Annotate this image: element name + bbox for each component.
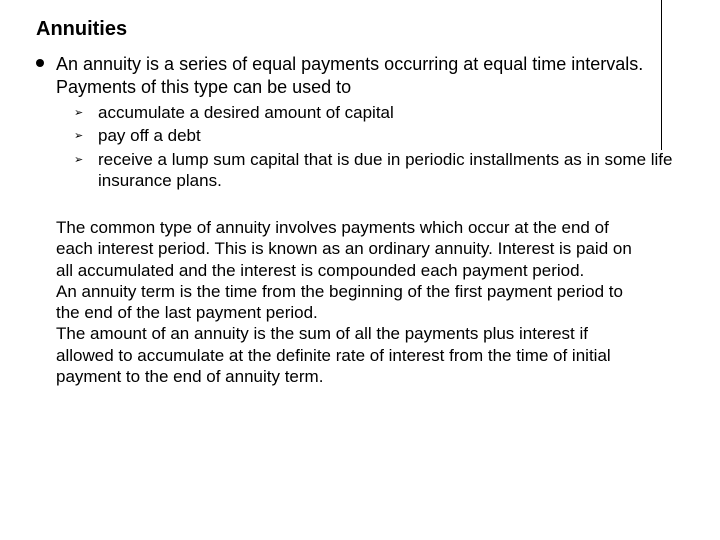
bullet-icon	[36, 59, 44, 67]
sub-item-2: ➢ pay off a debt	[74, 125, 684, 146]
chevron-icon: ➢	[74, 129, 84, 142]
intro-item: An annuity is a series of equal payments…	[36, 53, 684, 98]
paragraph-2: An annuity term is the time from the beg…	[56, 281, 634, 324]
chevron-icon: ➢	[74, 106, 84, 119]
decorative-vertical-line	[661, 0, 662, 150]
sub-text-1: accumulate a desired amount of capital	[98, 102, 394, 123]
sub-item-3: ➢ receive a lump sum capital that is due…	[74, 149, 684, 192]
intro-text: An annuity is a series of equal payments…	[56, 53, 684, 98]
chevron-icon: ➢	[74, 153, 84, 166]
sub-text-2: pay off a debt	[98, 125, 201, 146]
paragraph-1: The common type of annuity involves paym…	[56, 217, 634, 281]
sub-text-3: receive a lump sum capital that is due i…	[98, 149, 684, 192]
slide-title: Annuities	[36, 18, 684, 41]
sub-item-1: ➢ accumulate a desired amount of capital	[74, 102, 684, 123]
body-paragraphs: The common type of annuity involves paym…	[56, 217, 684, 387]
paragraph-3: The amount of an annuity is the sum of a…	[56, 323, 634, 387]
